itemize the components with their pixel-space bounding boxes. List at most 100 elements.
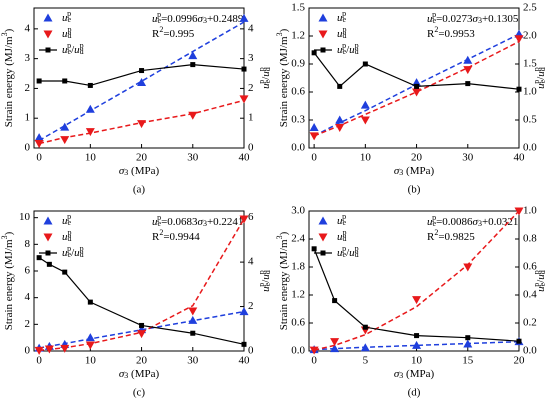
fit-line (313, 210, 520, 351)
marker-square (87, 299, 93, 305)
y-tick-label: 4 (25, 291, 31, 303)
x-tick-label: 0 (36, 355, 42, 367)
fit-line (314, 340, 520, 351)
y2-tick-label: 0 (248, 142, 254, 154)
y2-tick-label: 4 (248, 22, 254, 34)
y2-tick-label: 0.5 (523, 114, 537, 126)
r-squared: R2=0.9825 (427, 228, 475, 242)
series-line (313, 52, 520, 90)
marker-triangle (85, 333, 95, 342)
plot-frame (308, 7, 520, 149)
y-tick-label: 1.2 (291, 289, 305, 301)
fit-equation: uep=0.0683σ3+0.2241 (152, 213, 243, 228)
x-tick-label: 40 (239, 355, 251, 367)
legend-label: uep (62, 212, 72, 227)
marker-triangle (85, 128, 95, 137)
marker-square (516, 338, 522, 344)
plot-frame (308, 210, 520, 352)
y-tick-label: 6 (25, 265, 31, 277)
y-tick-label: 10 (19, 211, 31, 223)
r-squared: R2=0.9944 (152, 228, 200, 242)
marker-triangle (188, 307, 198, 316)
y-axis-label: Strain energy (MJ/m3) (275, 231, 289, 330)
y2-tick-label: 0 (248, 345, 254, 357)
y-tick-label: 0.9 (291, 58, 305, 70)
marker-square (36, 78, 42, 84)
marker-triangle (188, 51, 198, 60)
legend-label: uep (337, 9, 347, 24)
y2-tick-label: 0.0 (523, 345, 537, 357)
marker-triangle (360, 116, 370, 125)
marker-square (36, 255, 42, 261)
marker-triangle (43, 30, 53, 39)
y-tick-label: 2 (25, 318, 31, 330)
y-tick-label: 0 (25, 142, 31, 154)
y2-tick-label: 2.5 (523, 2, 537, 14)
legend-label: udp (62, 228, 72, 243)
marker-triangle (188, 315, 198, 324)
marker-square (311, 50, 317, 56)
marker-triangle (463, 263, 473, 272)
marker-triangle (463, 66, 473, 75)
y-axis-label: Strain energy (MJ/m3) (0, 231, 14, 330)
y-tick-label: 1 (25, 112, 31, 124)
marker-triangle (335, 115, 345, 124)
marker-triangle (318, 30, 328, 39)
y-tick-label: 4 (25, 22, 31, 34)
y2-tick-label: 2 (248, 82, 254, 94)
marker-triangle (60, 344, 70, 353)
r-squared: R2=0.9953 (427, 25, 475, 39)
y-tick-label: 2 (25, 82, 31, 94)
legend-label: uep/udp (62, 244, 84, 259)
marker-triangle (360, 100, 370, 109)
y2-tick-label: 1 (248, 112, 254, 124)
marker-triangle (412, 296, 422, 305)
x-axis-label: σ3 (MPa) (119, 165, 160, 178)
y-axis-label: Strain energy (MJ/m3) (275, 28, 289, 127)
x-tick-label: 10 (85, 355, 97, 367)
x-tick-label: 30 (187, 152, 199, 164)
marker-triangle (34, 140, 44, 149)
x-tick-label: 15 (462, 355, 474, 367)
y-tick-label: 0.0 (291, 142, 305, 154)
marker-square (311, 246, 317, 252)
marker-triangle (43, 216, 53, 225)
r-squared: R2=0.995 (152, 25, 195, 39)
marker-triangle (318, 13, 328, 22)
marker-triangle (137, 120, 147, 129)
marker-triangle (318, 216, 328, 225)
marker-triangle (60, 136, 70, 145)
marker-triangle (318, 233, 328, 242)
marker-square (516, 86, 522, 92)
marker-square (320, 250, 326, 256)
marker-triangle (412, 340, 422, 349)
y2-tick-label: 0.6 (523, 261, 537, 273)
marker-square (362, 61, 368, 67)
marker-triangle (188, 111, 198, 120)
fit-equation: uep=0.0086σ3+0.0321 (427, 213, 518, 228)
y2-tick-label: 1.0 (523, 86, 537, 98)
y2-tick-label: 0.8 (523, 233, 537, 245)
marker-triangle (85, 341, 95, 350)
panel-label: (b) (408, 184, 421, 196)
y2-tick-label: 6 (248, 211, 254, 223)
marker-square (139, 68, 145, 74)
x-tick-label: 10 (411, 355, 423, 367)
marker-square (241, 66, 247, 72)
marker-square (45, 250, 51, 256)
x-axis-label: σ3 (MPa) (119, 368, 160, 381)
y-tick-label: 2.4 (291, 233, 305, 245)
marker-square (46, 261, 52, 267)
marker-triangle (239, 13, 249, 22)
x-tick-label: 20 (514, 355, 526, 367)
legend-label: uep (62, 9, 72, 24)
legend-label: udp (337, 228, 347, 243)
marker-triangle (309, 346, 319, 355)
marker-triangle (137, 330, 147, 339)
x-axis-label: σ3 (MPa) (394, 368, 435, 381)
marker-triangle (239, 95, 249, 104)
x-axis-label: σ3 (MPa) (394, 165, 435, 178)
marker-square (190, 330, 196, 336)
